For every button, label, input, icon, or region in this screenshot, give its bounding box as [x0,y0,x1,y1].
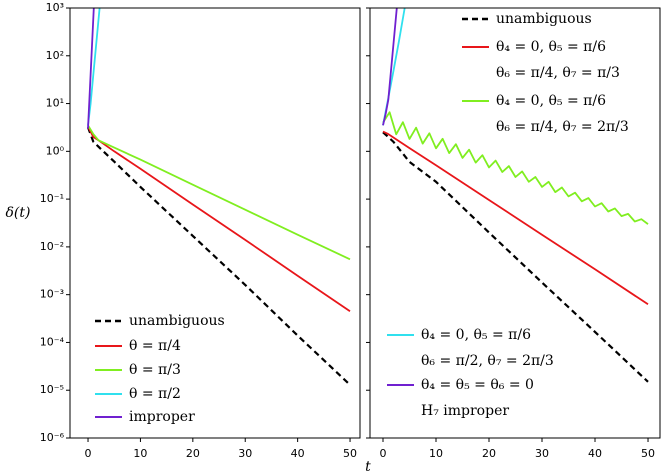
legend-label: θ₆ = π/4, θ₇ = 2π/3 [496,119,629,135]
x-tick-label: 30 [535,447,549,460]
legend-label: θ = π/4 [129,338,181,354]
series-line [382,131,649,383]
legend-label: θ₆ = π/4, θ₇ = π/3 [496,65,620,81]
series-line [86,126,351,386]
y-tick-label: 10⁻³ [40,288,64,301]
series-line [382,130,649,306]
x-tick-label: 0 [85,447,92,460]
legend-label: θ = π/3 [129,362,181,378]
y-tick-label: 10⁻² [40,240,64,253]
legend-label: θ₄ = 0, θ₅ = π/6 [496,93,606,109]
legend-label: θ₄ = 0, θ₅ = π/6 [421,327,531,343]
axes-frame [369,7,661,439]
x-tick-label: 10 [133,447,147,460]
plot-area [86,8,351,386]
legend-label: θ₄ = 0, θ₅ = π/6 [496,39,606,55]
axes-frame [69,7,361,439]
series-line [87,124,351,261]
x-tick-label: 50 [641,447,655,460]
legend-label: θ₄ = θ₅ = θ₆ = 0 [421,377,534,393]
x-tick-label: 40 [588,447,602,460]
y-tick-label: 10⁻⁵ [40,383,64,396]
legend-label: unambiguous [129,313,225,329]
y-tick-label: 10⁰ [46,144,65,157]
series-line [87,8,95,129]
x-axis-label: t [365,459,371,475]
legend-label: H₇ improper [421,403,509,419]
x-tick-label: 10 [429,447,443,460]
y-tick-label: 10¹ [46,97,64,110]
series-line [382,111,649,225]
legend-label: θ₆ = π/2, θ₇ = 2π/3 [421,353,554,369]
plot-area [382,8,649,383]
y-tick-label: 10⁻⁴ [40,335,65,348]
series-line [87,126,351,312]
x-tick-label: 20 [482,447,496,460]
legend-label: θ = π/2 [129,386,181,402]
series-line [382,8,398,126]
x-tick-label: 30 [238,447,252,460]
y-tick-label: 10³ [46,1,64,14]
y-tick-label: 10² [46,49,64,62]
y-axis-label: δ(t) [6,205,31,221]
y-tick-label: 10⁻⁶ [40,431,65,444]
legend-label: improper [129,409,195,425]
legend-label: unambiguous [496,11,592,27]
x-tick-label: 40 [291,447,305,460]
x-tick-label: 0 [379,447,386,460]
x-tick-label: 50 [343,447,357,460]
y-tick-label: 10⁻¹ [40,192,64,205]
x-tick-label: 20 [186,447,200,460]
